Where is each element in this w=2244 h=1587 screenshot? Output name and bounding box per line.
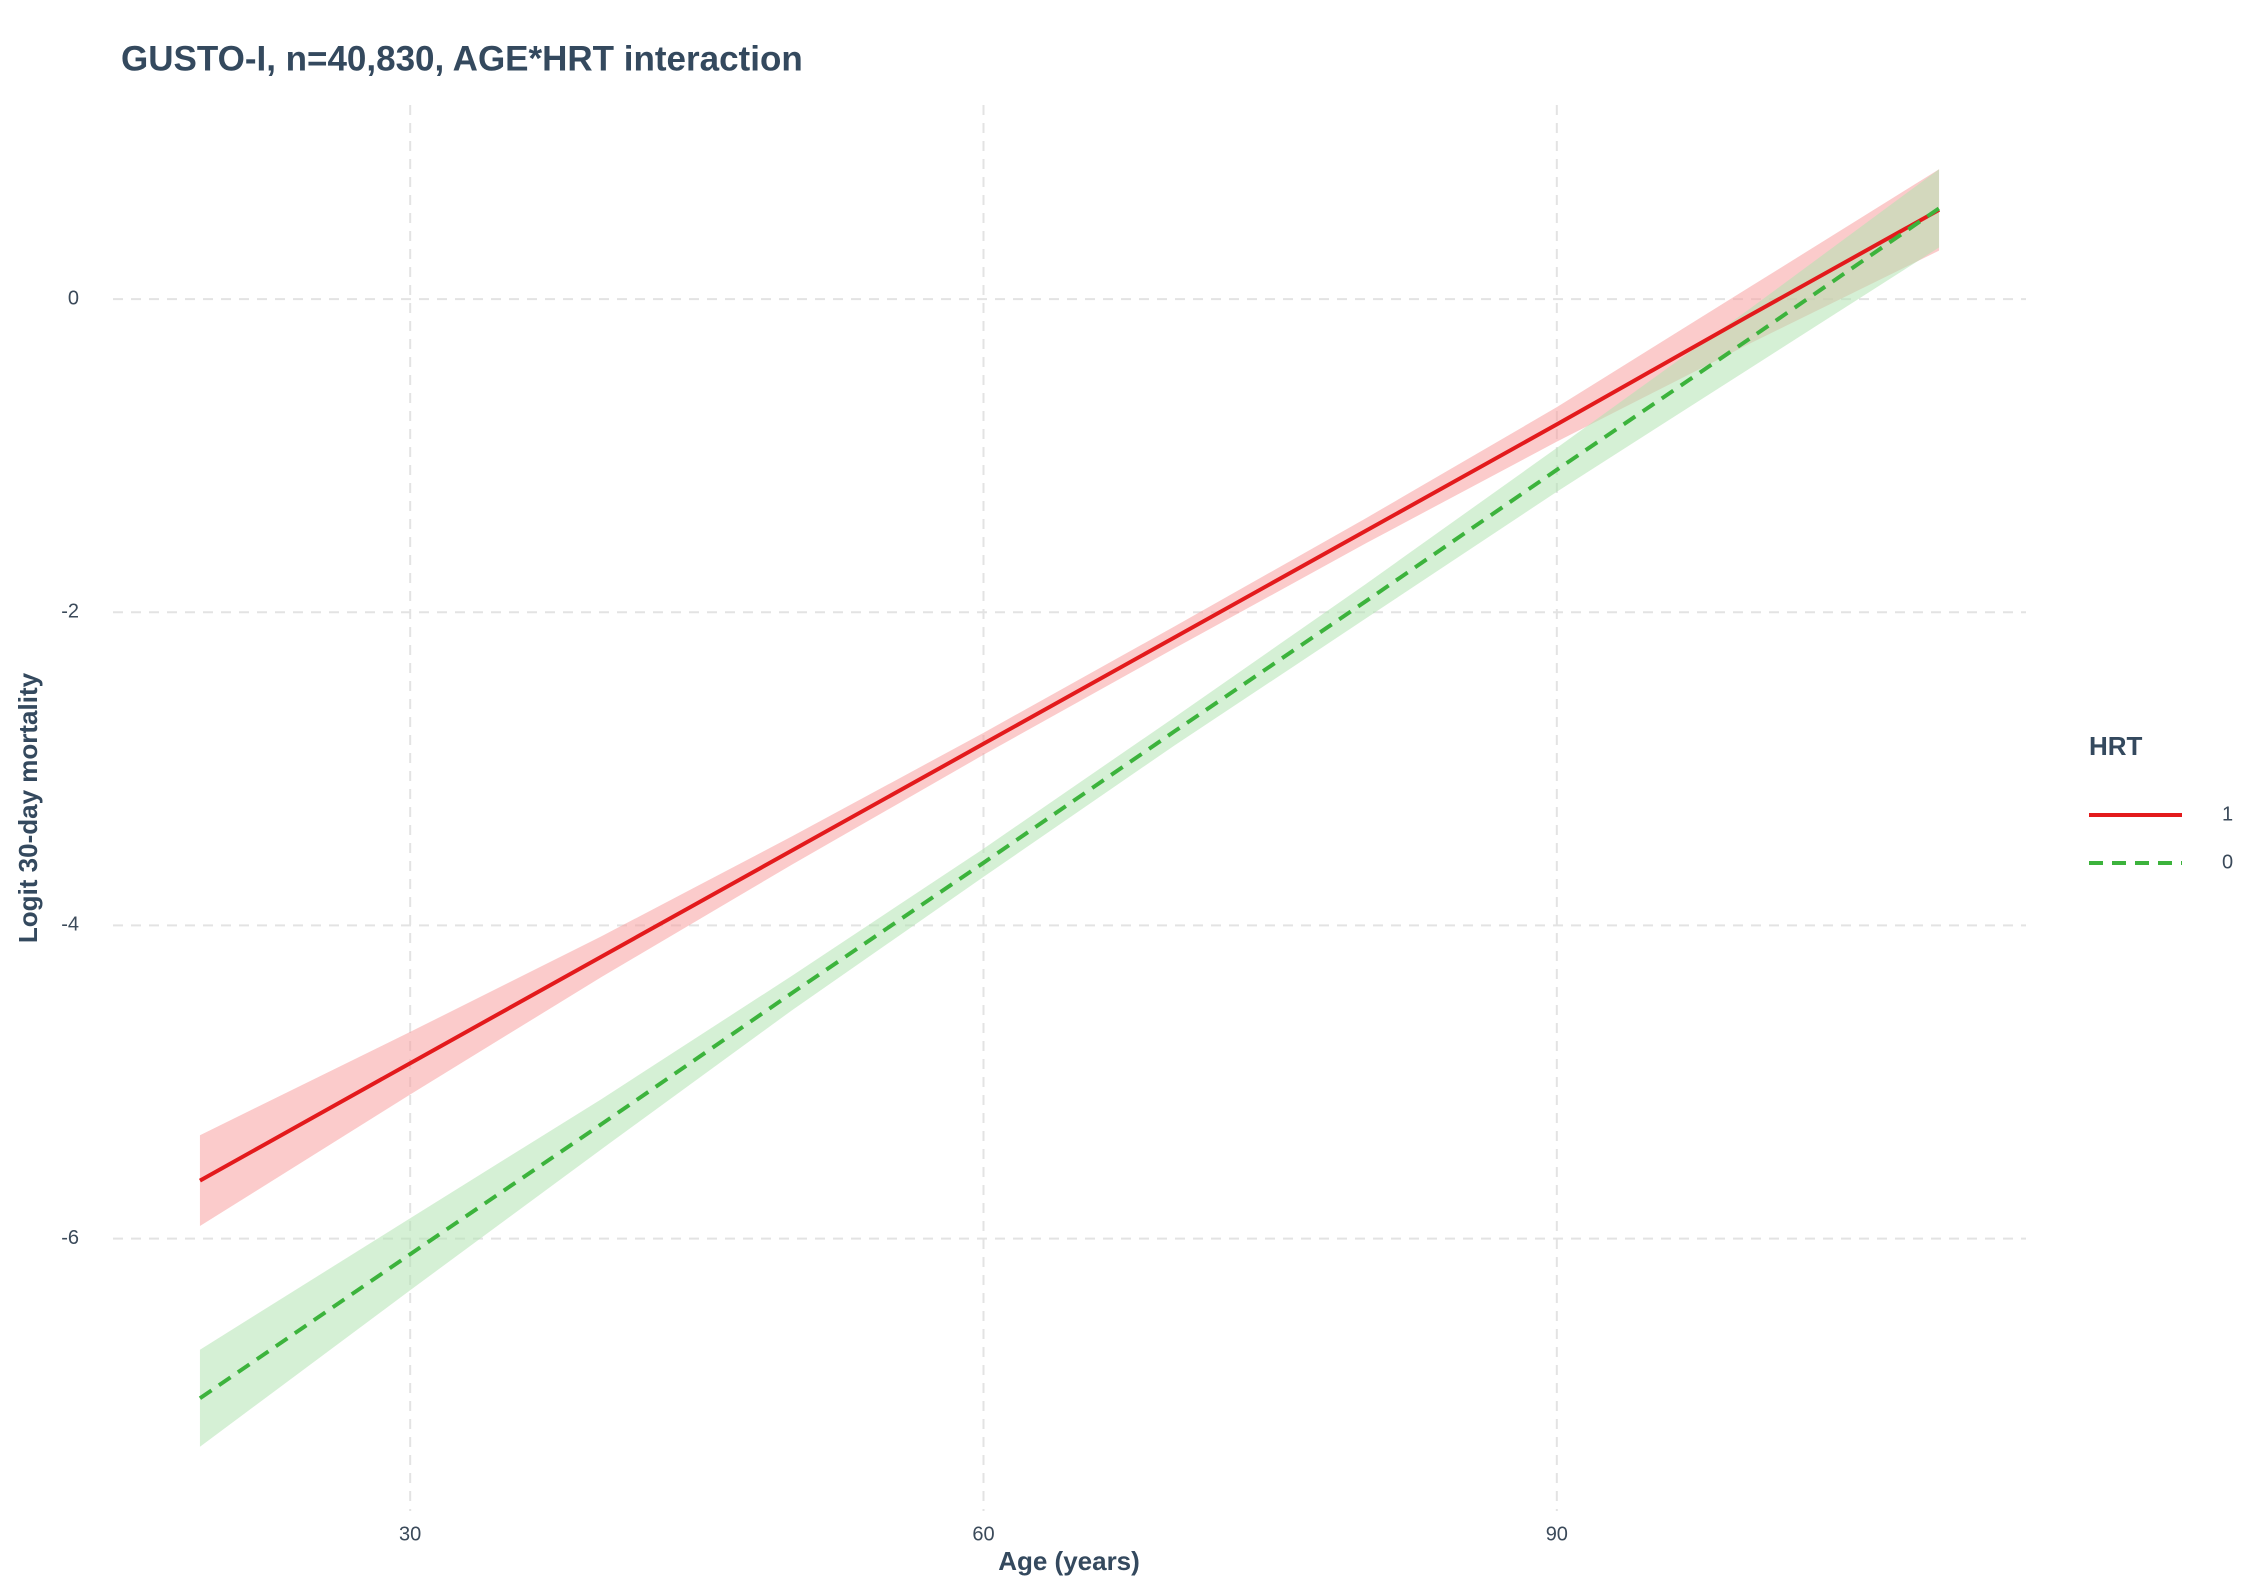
x-tick-label: 60 <box>972 1523 994 1545</box>
x-tick-label: 90 <box>1546 1523 1568 1545</box>
y-tick-label: -2 <box>61 601 79 623</box>
y-tick-label: -6 <box>61 1227 79 1249</box>
chart-title: GUSTO-I, n=40,830, AGE*HRT interaction <box>121 39 803 78</box>
line <box>198 208 1941 1183</box>
legend-label: 1 <box>2222 803 2233 825</box>
y-tick-label: 0 <box>68 287 79 309</box>
confidence-band <box>199 169 1940 1447</box>
legend-title: HRT <box>2089 731 2143 761</box>
y-tick-label: -4 <box>61 914 79 936</box>
legend-label: 0 <box>2222 851 2233 873</box>
x-axis-title: Age (years) <box>998 1546 1140 1576</box>
x-tick-label: 30 <box>399 1523 421 1545</box>
line <box>198 206 1941 1400</box>
y-axis-title: Logit 30-day mortality <box>13 672 43 943</box>
